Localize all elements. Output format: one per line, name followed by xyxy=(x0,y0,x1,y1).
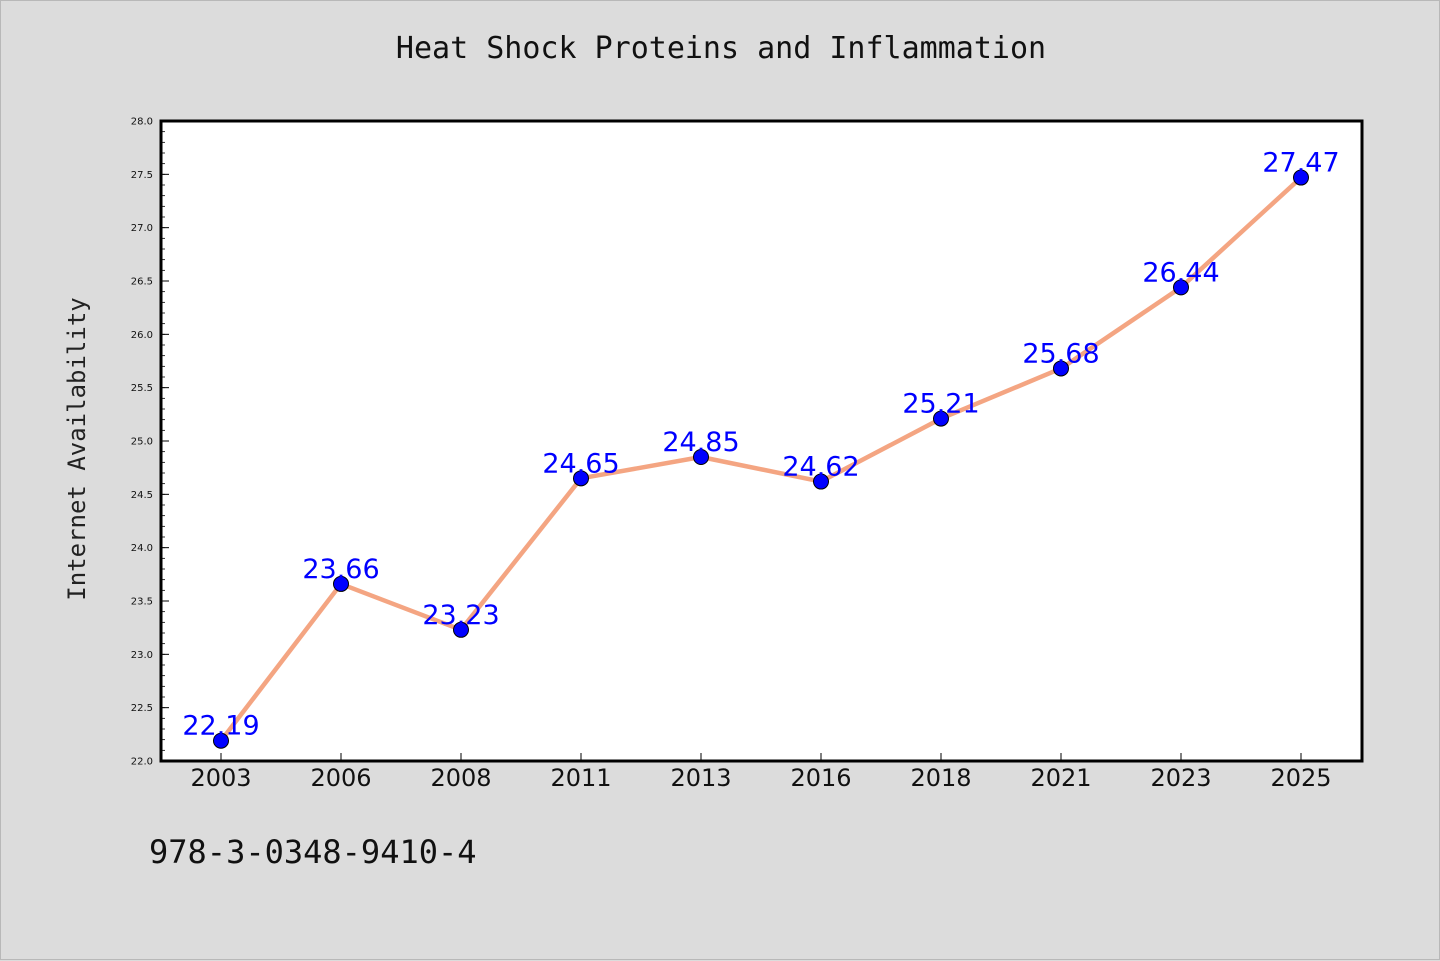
y-tick-label: 25.5 xyxy=(131,383,153,394)
data-point xyxy=(453,621,469,638)
footer-code: 978-3-0348-9410-4 xyxy=(149,833,477,871)
y-tick-label: 23.5 xyxy=(131,597,153,608)
data-point xyxy=(933,410,949,427)
y-tick-label: 26.5 xyxy=(131,277,153,288)
x-tick-label: 2006 xyxy=(310,764,371,792)
series-line xyxy=(218,175,1304,743)
y-axis-title: Internet Availability xyxy=(63,297,91,600)
x-tick-label: 2018 xyxy=(910,764,971,792)
x-tick-label: 2011 xyxy=(550,764,611,792)
y-tick-label: 28.0 xyxy=(131,117,153,128)
x-tick-label: 2023 xyxy=(1150,764,1211,792)
y-tick-label: 22.0 xyxy=(131,757,153,768)
data-point xyxy=(693,449,709,465)
data-point xyxy=(813,473,829,490)
y-tick-label: 24.0 xyxy=(131,543,153,554)
y-tick-label: 27.0 xyxy=(131,223,153,234)
x-tick-label: 2025 xyxy=(1270,764,1331,792)
x-tick-label: 2013 xyxy=(670,764,731,792)
data-label: 25.68 xyxy=(1022,338,1099,369)
y-tick-label: 24.5 xyxy=(131,490,153,501)
data-label: 24.65 xyxy=(542,448,619,479)
y-tick-label: 22.5 xyxy=(131,703,153,714)
x-tick-label: 2021 xyxy=(1030,764,1091,792)
y-tick-label: 26.0 xyxy=(131,330,153,341)
plot-area xyxy=(161,121,1362,761)
data-point xyxy=(573,470,589,487)
data-label: 24.62 xyxy=(782,452,859,483)
data-point xyxy=(1173,279,1189,296)
data-label: 26.44 xyxy=(1142,257,1219,288)
data-label: 24.85 xyxy=(662,427,739,458)
x-tick-label: 2008 xyxy=(430,764,491,792)
y-tick-label: 25.0 xyxy=(131,437,153,448)
data-point xyxy=(1053,360,1069,377)
data-label: 23.23 xyxy=(422,600,499,631)
y-tick-label: 23.0 xyxy=(131,650,153,661)
chart-title: Heat Shock Proteins and Inflammation xyxy=(395,31,1047,66)
data-point xyxy=(213,732,229,749)
x-tick-label: 2003 xyxy=(190,764,251,792)
data-label: 25.21 xyxy=(902,389,979,420)
x-tick-label: 2016 xyxy=(790,764,851,792)
data-label: 22.19 xyxy=(182,711,259,742)
data-point xyxy=(1293,169,1309,186)
y-tick-label: 27.5 xyxy=(131,170,153,181)
data-label: 23.66 xyxy=(302,554,379,585)
data-point xyxy=(333,575,349,592)
data-label: 27.47 xyxy=(1262,148,1339,179)
